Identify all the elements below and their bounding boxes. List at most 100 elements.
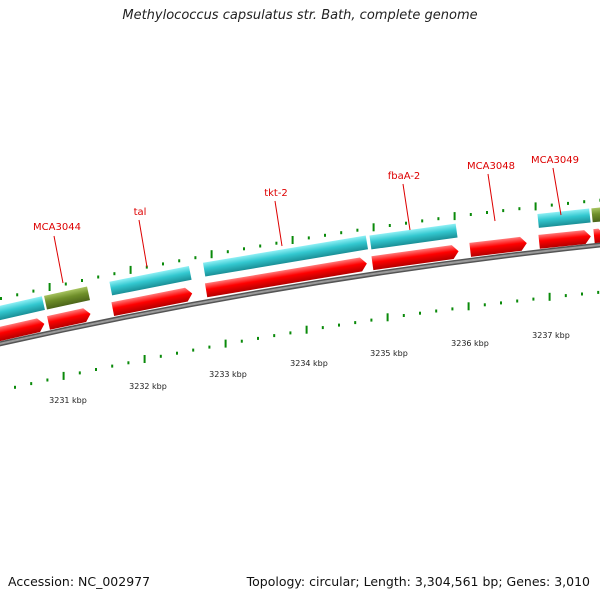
gene-bar-olive <box>591 207 600 223</box>
tick-mark <box>516 299 519 303</box>
tick-mark <box>597 290 600 294</box>
tick-mark <box>178 259 181 263</box>
tick-mark <box>81 279 83 282</box>
gene-block <box>109 265 192 296</box>
tick-mark <box>113 272 116 276</box>
gene-block <box>591 207 600 223</box>
cds-track-forward <box>0 228 600 342</box>
tick-mark <box>338 323 340 327</box>
gene-leader-line <box>138 219 148 268</box>
gene-leader-line <box>274 200 283 247</box>
tick-mark <box>159 354 162 358</box>
tick-mark <box>32 289 35 293</box>
scale-label: 3235 kbp <box>370 349 408 358</box>
tick-mark <box>273 334 276 338</box>
tick-mark <box>192 348 195 352</box>
cds-arrow-shape <box>538 230 591 249</box>
tick-mark <box>129 265 132 274</box>
gene-label-tal: tal <box>134 207 147 218</box>
tick-mark <box>451 307 454 311</box>
tick-mark <box>305 325 308 334</box>
tick-mark <box>356 228 359 232</box>
genome-backbone-highlight <box>0 244 600 345</box>
tick-mark <box>127 361 130 365</box>
accession-text: Accession: NC_002977 <box>8 574 151 589</box>
tick-mark <box>437 217 440 221</box>
tick-mark <box>145 265 148 269</box>
scale-label: 3236 kbp <box>451 339 489 348</box>
gene-label-tkt-2: tkt-2 <box>264 188 288 199</box>
tick-mark <box>111 364 114 368</box>
tick-mark <box>240 339 243 343</box>
gene-block <box>44 286 90 310</box>
cds-arrow <box>111 287 193 317</box>
inner-tick-row <box>14 290 600 389</box>
tick-mark <box>95 368 97 371</box>
tick-mark <box>405 221 407 225</box>
tick-mark <box>567 201 569 205</box>
cds-arrow <box>469 236 527 257</box>
cds-arrow-shape <box>111 287 193 317</box>
tick-mark <box>386 313 389 322</box>
tick-mark <box>0 297 2 300</box>
gene-block <box>202 235 369 277</box>
tick-mark <box>16 293 19 297</box>
gene-leader-line <box>552 167 562 216</box>
gene-bar-cyan <box>109 265 192 296</box>
tick-mark <box>486 211 488 214</box>
tick-mark <box>208 345 211 349</box>
tick-mark <box>340 231 343 235</box>
gene-bar-cyan <box>537 208 591 228</box>
tick-mark <box>534 202 537 211</box>
cds-arrow-shape <box>0 318 45 342</box>
tick-mark <box>469 213 472 216</box>
scale-label: 3237 kbp <box>532 331 570 340</box>
tick-mark <box>324 233 326 237</box>
tick-mark <box>500 301 502 305</box>
tick-mark <box>210 250 213 259</box>
tick-mark <box>421 219 424 223</box>
tick-mark <box>354 321 357 325</box>
cds-arrow-shape <box>204 257 367 298</box>
tick-mark <box>97 275 100 279</box>
tick-mark <box>143 355 146 363</box>
gene-label-mca3048: MCA3048 <box>467 161 515 172</box>
tick-mark <box>194 256 197 260</box>
tick-mark <box>419 311 421 315</box>
gene-bar-olive <box>44 286 90 310</box>
scale-label-layer: 3231 kbp 3232 kbp 3233 kbp 3234 kbp 3235 kbp… <box>49 331 570 405</box>
tick-mark <box>307 236 310 240</box>
gene-label-fbaa-2: fbaA-2 <box>388 171 421 182</box>
tick-mark <box>224 339 227 348</box>
gene-label-mca3049: MCA3049 <box>531 155 579 166</box>
genome-title: Methylococcus capsulatus str. Bath, comp… <box>122 8 478 23</box>
cds-arrow-shape <box>371 245 459 271</box>
tick-mark <box>564 294 567 298</box>
tick-mark <box>257 336 259 340</box>
gene-label-layer: MCA3044 tal tkt-2 fbaA-2 MCA3048 MCA3049 <box>33 155 579 284</box>
tick-mark <box>532 297 535 301</box>
gene-leader-line <box>487 173 496 222</box>
tick-mark <box>388 224 391 227</box>
tick-mark <box>370 318 373 322</box>
tick-mark <box>176 351 178 355</box>
gene-bar-cyan <box>0 296 45 321</box>
tick-mark <box>321 326 324 330</box>
gene-leader-line <box>402 183 411 231</box>
outer-tick-row <box>0 198 600 300</box>
scale-label: 3232 kbp <box>129 382 167 391</box>
tick-mark <box>289 331 292 335</box>
gene-block <box>369 223 458 250</box>
cds-arrow <box>204 257 367 298</box>
tick-mark <box>243 247 245 251</box>
tick-mark <box>518 207 521 211</box>
cds-arrow-shape <box>47 308 91 330</box>
tick-mark <box>162 262 164 266</box>
gene-bar-cyan <box>369 223 458 250</box>
tick-mark <box>581 292 583 296</box>
tick-mark <box>14 385 16 389</box>
scale-label: 3231 kbp <box>49 396 87 405</box>
scale-label: 3233 kbp <box>209 370 247 379</box>
tick-mark <box>30 382 33 386</box>
